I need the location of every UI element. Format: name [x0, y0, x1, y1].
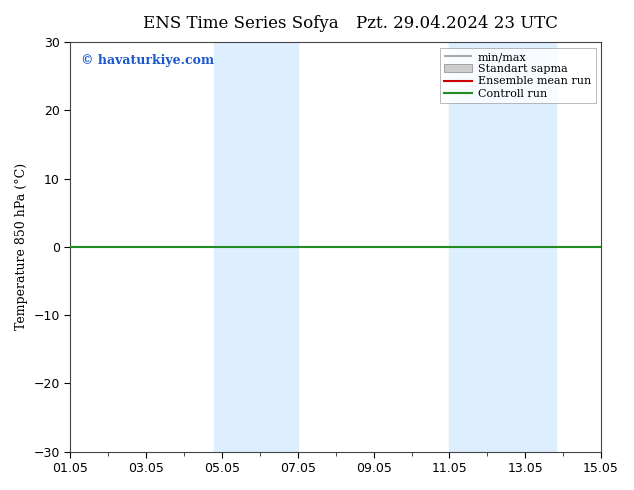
Text: ENS Time Series Sofya: ENS Time Series Sofya — [143, 15, 339, 32]
Text: Pzt. 29.04.2024 23 UTC: Pzt. 29.04.2024 23 UTC — [356, 15, 557, 32]
Text: © havaturkiye.com: © havaturkiye.com — [81, 54, 214, 67]
Legend: min/max, Standart sapma, Ensemble mean run, Controll run: min/max, Standart sapma, Ensemble mean r… — [440, 48, 595, 103]
Y-axis label: Temperature 850 hPa (°C): Temperature 850 hPa (°C) — [15, 163, 28, 330]
Bar — [450, 42, 555, 452]
Bar — [214, 42, 298, 452]
